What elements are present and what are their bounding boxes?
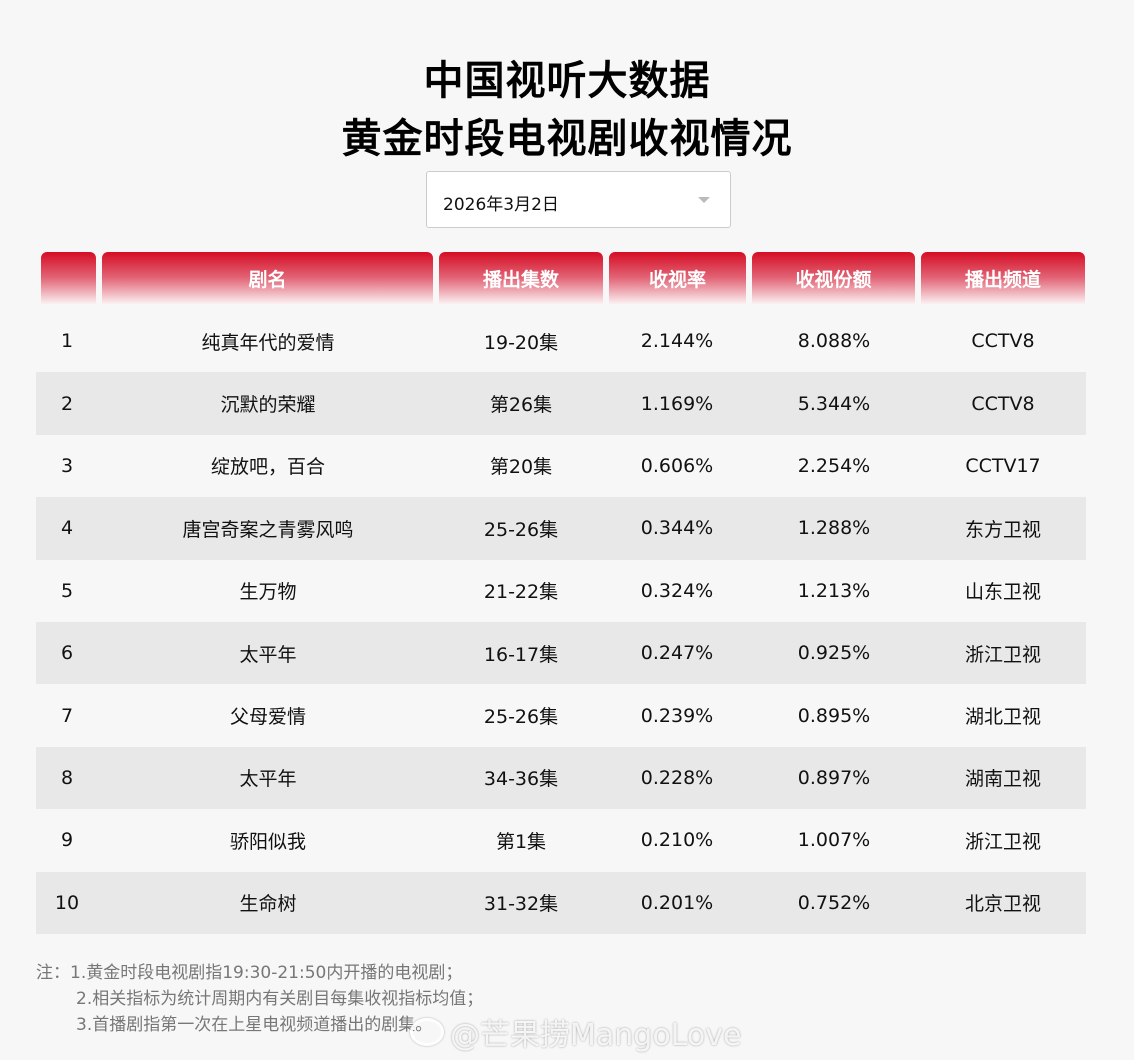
episodes-cell: 31-32集 [483,893,559,916]
weibo-icon [410,1018,444,1046]
share-cell: 0.752% [797,891,871,914]
episodes-cell: 25-26集 [483,518,559,541]
table-row: 6 太平年 16-17集 0.247% 0.925% 浙江卫视 [36,621,1086,685]
rank-cell: 7 [60,704,74,727]
channel-cell: CCTV8 [971,330,1035,353]
footnote-1: 注：1.黄金时段电视剧指19:30-21:50内开播的电视剧； [36,963,463,983]
table-row: 1 纯真年代的爱情 19-20集 2.144% 8.088% CCTV8 [36,310,1086,372]
channel-cell: CCTV17 [965,454,1041,477]
rating-cell: 0.344% [640,517,714,540]
share-cell: 8.088% [797,330,871,353]
share-cell: 1.007% [797,829,871,852]
episodes-cell: 16-17集 [483,643,559,666]
episodes-cell: 34-36集 [483,768,559,791]
rank-cell: 3 [60,454,74,477]
table-row: 3 绽放吧，百合 第20集 0.606% 2.254% CCTV17 [36,435,1086,497]
share-cell: 1.213% [797,579,871,602]
rating-cell: 0.239% [640,704,714,727]
table-row: 9 骄阳似我 第1集 0.210% 1.007% 浙江卫视 [36,809,1086,871]
footnote-2: 2.相关指标为统计周期内有关剧目每集收视指标均值； [76,989,484,1009]
rating-cell: 0.228% [640,766,714,789]
table-row: 10 生命树 31-32集 0.201% 0.752% 北京卫视 [36,871,1086,934]
rating-cell: 0.201% [640,891,714,914]
drama-name-cell: 太平年 [239,768,297,791]
chevron-down-icon [698,197,710,203]
channel-cell: 北京卫视 [964,893,1041,916]
share-cell: 0.895% [797,704,871,727]
channel-cell: 山东卫视 [964,581,1041,604]
table-row: 5 生万物 21-22集 0.324% 1.213% 山东卫视 [36,560,1086,622]
drama-name-cell: 绽放吧，百合 [210,456,325,479]
drama-name-cell: 唐宫奇案之青雾风鸣 [182,518,354,541]
rank-cell: 6 [60,642,74,665]
date-dropdown-value: 2026年3月2日 [443,195,559,215]
drama-name-cell: 生万物 [239,581,297,604]
column-header-episodes[interactable]: 播出集数 [439,252,603,304]
rating-cell: 1.169% [640,392,714,415]
rank-cell: 4 [60,517,74,540]
channel-cell: 东方卫视 [964,518,1041,541]
rank-cell: 2 [60,392,74,415]
table-row: 8 太平年 34-36集 0.228% 0.897% 湖南卫视 [36,746,1086,810]
episodes-cell: 第1集 [495,830,547,853]
watermark-text: @芒果捞MangoLove [450,1018,742,1053]
channel-cell: 浙江卫视 [964,830,1041,853]
channel-cell: 湖南卫视 [964,768,1041,791]
rank-cell: 1 [60,330,74,353]
table-row: 7 父母爱情 25-26集 0.239% 0.895% 湖北卫视 [36,684,1086,746]
footnotes: 注：1.黄金时段电视剧指19:30-21:50内开播的电视剧； 2.相关指标为统… [36,960,483,1038]
episodes-cell: 25-26集 [483,706,559,729]
rating-cell: 0.210% [640,829,714,852]
rating-cell: 2.144% [640,330,714,353]
share-cell: 0.925% [797,642,871,665]
ratings-table: 1 纯真年代的爱情 19-20集 2.144% 8.088% CCTV8 2 沉… [36,310,1086,934]
footnote-3: 3.首播剧指第一次在上星电视频道播出的剧集。 [76,1015,433,1035]
share-cell: 0.897% [797,766,871,789]
rating-cell: 0.247% [640,642,714,665]
rank-cell: 10 [54,891,80,914]
share-cell: 1.288% [797,517,871,540]
rank-cell: 9 [60,829,74,852]
share-cell: 2.254% [797,454,871,477]
drama-name-cell: 生命树 [239,893,297,916]
rank-cell: 8 [60,766,74,789]
rating-cell: 0.606% [640,454,714,477]
episodes-cell: 第26集 [489,394,553,417]
episodes-cell: 21-22集 [483,581,559,604]
drama-name-cell: 父母爱情 [229,706,306,729]
drama-name-cell: 骄阳似我 [229,830,306,853]
table-row: 4 唐宫奇案之青雾风鸣 25-26集 0.344% 1.288% 东方卫视 [36,497,1086,560]
channel-cell: 湖北卫视 [964,706,1041,729]
page-title-line1: 中国视听大数据 [423,58,711,104]
column-header-name[interactable]: 剧名 [102,252,433,304]
channel-cell: 浙江卫视 [964,643,1041,666]
table-header: 剧名 播出集数 收视率 收视份额 播出频道 [0,252,1134,304]
table-row: 2 沉默的荣耀 第26集 1.169% 5.344% CCTV8 [36,372,1086,435]
drama-name-cell: 沉默的荣耀 [220,394,316,417]
drama-name-cell: 纯真年代的爱情 [201,331,335,354]
column-header-rank[interactable] [41,252,96,304]
rating-cell: 0.324% [640,579,714,602]
share-cell: 5.344% [797,392,871,415]
watermark: @芒果捞MangoLove [410,1010,741,1054]
column-header-channel[interactable]: 播出频道 [921,252,1085,304]
column-header-share[interactable]: 收视份额 [752,252,915,304]
episodes-cell: 第20集 [489,456,553,479]
drama-name-cell: 太平年 [239,643,297,666]
date-dropdown[interactable]: 2026年3月2日 [426,171,731,228]
channel-cell: CCTV8 [971,392,1035,415]
page-title-line2: 黄金时段电视剧收视情况 [341,116,793,162]
episodes-cell: 19-20集 [483,331,559,354]
rank-cell: 5 [60,579,74,602]
column-header-rating[interactable]: 收视率 [609,252,746,304]
